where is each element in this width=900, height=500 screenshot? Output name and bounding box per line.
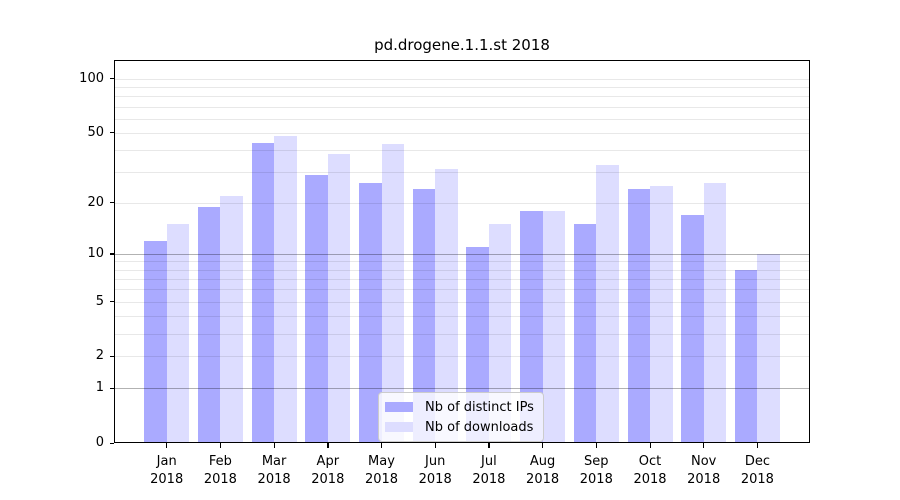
gridline-minor (114, 132, 810, 134)
y-tick-label: 1 (95, 380, 104, 396)
legend-item-distinct-ips: Nb of distinct IPs (385, 398, 534, 416)
gridline-minor (114, 149, 810, 151)
x-tick-mark (273, 443, 275, 448)
bar-may-downloads (381, 144, 404, 443)
bar-feb-downloads (220, 195, 243, 443)
gridline-minor (114, 315, 810, 317)
y-tick-mark (109, 202, 114, 204)
y-tick-label: 2 (95, 348, 104, 364)
x-tick-label: Mar 2018 (257, 454, 291, 487)
gridline-minor (114, 333, 810, 335)
bar-nov-ips (681, 214, 704, 443)
legend-label-downloads: Nb of downloads (425, 419, 534, 435)
x-tick-mark (542, 443, 544, 448)
bar-aug-downloads (542, 210, 566, 443)
gridline-major (114, 388, 810, 390)
legend: Nb of distinct IPs Nb of downloads (378, 392, 544, 442)
bar-feb-ips (197, 206, 221, 443)
grid-layer (114, 60, 810, 443)
x-tick-mark (649, 443, 651, 448)
y-tick-mark (109, 387, 114, 390)
x-tick-label: May 2018 (364, 454, 399, 487)
y-tick-mark (109, 442, 114, 444)
y-tick-mark (109, 78, 114, 80)
x-tick-mark (595, 443, 598, 448)
bar-jan-ips (144, 240, 167, 443)
y-tick-label: 5 (95, 293, 104, 309)
gridline-minor (114, 301, 810, 303)
x-tick-label: Jul 2018 (472, 454, 506, 487)
bar-apr-ips (305, 174, 328, 443)
legend-swatch-distinct-ips (385, 402, 413, 412)
x-tick-label: Jan 2018 (150, 454, 184, 487)
gridline-major (114, 253, 810, 255)
bar-oct-downloads (650, 185, 673, 443)
bar-jun-ips (412, 188, 436, 443)
gridline-minor (114, 78, 810, 80)
bar-jul-downloads (488, 224, 512, 443)
bar-oct-ips (627, 188, 650, 443)
gridline-minor (114, 202, 810, 204)
x-tick-label: Apr 2018 (311, 454, 345, 487)
y-tick-mark (109, 132, 114, 134)
bar-jun-downloads (435, 169, 458, 443)
x-tick-mark (166, 443, 168, 448)
y-tick-label: 100 (79, 70, 104, 86)
bar-mar-ips (251, 142, 275, 443)
gridline-minor (114, 289, 810, 291)
bar-dec-ips (734, 269, 758, 443)
gridline-minor (114, 356, 810, 358)
chart-title: pd.drogene.1.1.st 2018 (374, 36, 550, 54)
gridline-minor (114, 106, 810, 108)
x-tick-mark (434, 443, 436, 448)
gridline-minor (114, 171, 810, 173)
bar-aug-ips (520, 210, 543, 443)
x-tick-mark (381, 443, 383, 448)
x-tick-label: Aug 2018 (526, 454, 560, 487)
x-tick-label: Sep 2018 (579, 454, 613, 487)
x-tick-label: Oct 2018 (633, 454, 667, 487)
legend-swatch-downloads (385, 422, 413, 432)
x-tick-mark (703, 443, 705, 448)
y-tick-label: 50 (87, 124, 104, 140)
gridline-minor (114, 269, 810, 271)
bar-may-ips (359, 182, 382, 443)
gridline-minor (114, 118, 810, 120)
gridline-minor (114, 86, 810, 88)
y-tick-mark (109, 355, 114, 358)
bar-sep-ips (573, 224, 597, 443)
x-tick-label: Jun 2018 (418, 454, 452, 487)
x-tick-mark (756, 443, 759, 448)
bar-apr-downloads (327, 153, 351, 443)
bar-dec-downloads (757, 253, 780, 443)
x-tick-mark (327, 443, 329, 448)
y-tick-label: 20 (87, 194, 104, 210)
y-tick-label: 10 (87, 245, 104, 261)
gridline-minor (114, 278, 810, 280)
x-tick-label: Feb 2018 (203, 454, 237, 487)
gridline-minor (114, 261, 810, 263)
bar-sep-downloads (596, 164, 619, 443)
plot-area: Nb of distinct IPs Nb of downloads (114, 60, 810, 443)
y-tick-mark (109, 301, 114, 303)
legend-item-downloads: Nb of downloads (385, 418, 534, 436)
y-tick-mark (109, 253, 114, 255)
gridline-minor (114, 96, 810, 98)
x-tick-mark (219, 443, 222, 448)
x-tick-label: Nov 2018 (687, 454, 721, 487)
x-tick-label: Dec 2018 (740, 454, 774, 487)
legend-label-distinct-ips: Nb of distinct IPs (425, 399, 534, 415)
bar-jan-downloads (166, 224, 190, 443)
x-tick-mark (488, 443, 490, 448)
bar-nov-downloads (703, 182, 727, 443)
bar-mar-downloads (274, 135, 297, 443)
y-tick-label: 0 (95, 435, 104, 450)
